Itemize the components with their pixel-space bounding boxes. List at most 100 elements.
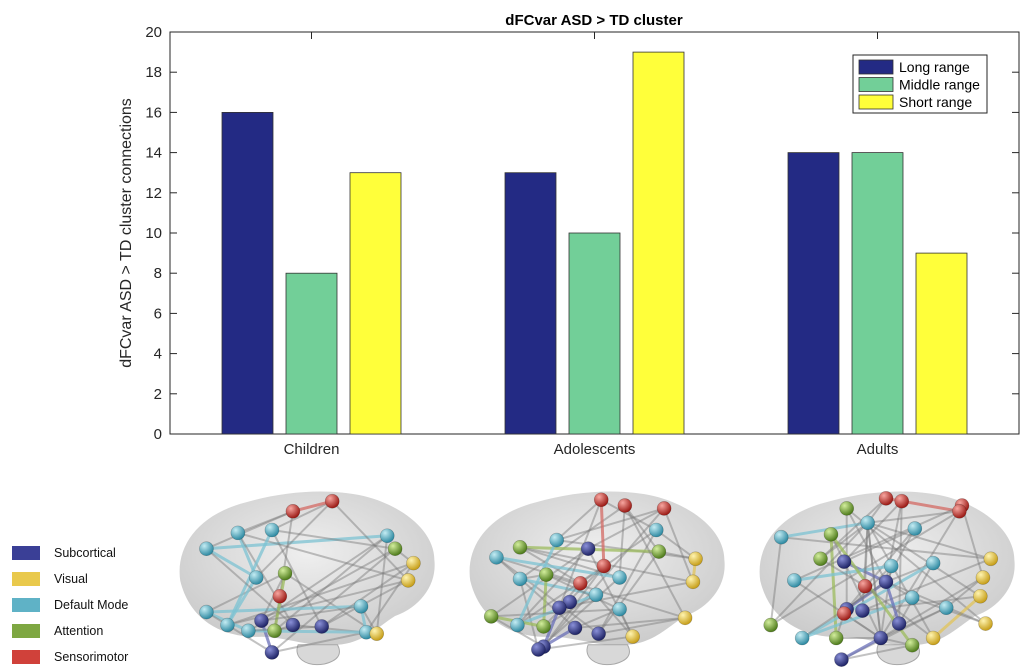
brain-node xyxy=(199,541,214,557)
brain-node xyxy=(510,617,525,633)
x-tick-label: Children xyxy=(284,441,340,458)
brain-node xyxy=(230,525,246,541)
connection-edge xyxy=(861,521,869,612)
connection-edge xyxy=(800,561,935,640)
connection-edge xyxy=(260,534,389,622)
network-legend-swatch xyxy=(12,598,40,612)
brain-node xyxy=(199,604,214,620)
bar xyxy=(851,152,904,435)
brain-node xyxy=(512,539,528,555)
connection-edge xyxy=(495,556,600,635)
brain-node xyxy=(952,503,967,519)
connection-edge xyxy=(600,498,658,531)
brain-node xyxy=(248,570,264,585)
bar xyxy=(568,232,621,435)
brain-node xyxy=(264,645,280,660)
brain-node xyxy=(794,630,810,646)
brain-node xyxy=(387,541,403,557)
brain-node xyxy=(241,623,256,639)
brain-node xyxy=(552,600,567,616)
chart-title: dFCvar ASD > TD cluster xyxy=(505,12,683,29)
connection-edge xyxy=(793,504,963,582)
brain-node xyxy=(567,620,583,636)
brain-node xyxy=(813,551,828,567)
brain-node xyxy=(648,522,664,538)
bar xyxy=(504,172,557,435)
brain-node xyxy=(828,630,844,646)
brain-node xyxy=(625,629,640,644)
connection-edge xyxy=(769,510,961,627)
brain-node xyxy=(685,574,701,590)
bar xyxy=(221,112,274,435)
brain-node xyxy=(891,616,907,631)
connection-edge xyxy=(780,536,992,560)
brain-node xyxy=(612,570,627,585)
connection-edge xyxy=(273,534,389,632)
connection-edge xyxy=(519,577,540,651)
bar xyxy=(787,152,840,435)
connection-edge xyxy=(519,504,626,580)
network-legend-label: Default Mode xyxy=(54,598,129,612)
brain-view xyxy=(180,492,435,665)
connection-edge xyxy=(205,547,294,627)
connection-edge xyxy=(864,585,935,639)
brain-node xyxy=(907,521,923,536)
brain-node xyxy=(400,573,416,588)
connection-edge xyxy=(769,521,869,627)
brain-node xyxy=(379,528,395,544)
brain-node xyxy=(314,619,330,634)
brain-node xyxy=(860,515,875,531)
brain-node xyxy=(580,541,596,557)
connection-edge xyxy=(866,521,882,639)
connection-edge xyxy=(885,580,987,625)
y-tick-label: 16 xyxy=(145,104,162,121)
connection-edge xyxy=(866,521,982,598)
network-legend-item: Sensorimotor xyxy=(12,644,128,670)
y-tick-label: 2 xyxy=(154,386,162,403)
connection-edge xyxy=(587,507,666,550)
legend-entry: Short range xyxy=(899,94,972,110)
connection-edge xyxy=(595,593,634,638)
y-tick-label: 18 xyxy=(145,64,162,81)
network-legend-label: Subcortical xyxy=(54,546,116,560)
connection-edge xyxy=(204,547,258,580)
bar xyxy=(285,272,338,435)
connection-edge xyxy=(866,521,882,639)
brain-node xyxy=(324,493,340,509)
connection-edge xyxy=(270,529,323,628)
connection-edge xyxy=(270,547,397,654)
x-tick-label: Adults xyxy=(857,441,899,458)
connection-edge xyxy=(205,510,294,550)
brain-node xyxy=(904,590,920,605)
brain-node xyxy=(786,573,802,588)
connection-edge xyxy=(204,534,389,551)
brain-node xyxy=(277,565,293,581)
connection-edge xyxy=(495,556,582,585)
y-tick-label: 0 xyxy=(154,426,162,443)
brain-node xyxy=(353,599,369,614)
connection-edge xyxy=(597,616,687,635)
brain-node xyxy=(688,551,703,567)
connection-edge xyxy=(516,565,605,627)
connection-edge xyxy=(518,577,598,597)
connection-edge xyxy=(819,521,869,560)
connection-edge xyxy=(861,557,992,612)
brain-node xyxy=(549,532,564,548)
connection-edge xyxy=(623,504,660,553)
y-tick-label: 8 xyxy=(154,265,162,282)
connection-edge xyxy=(866,521,935,639)
connection-edge xyxy=(225,576,258,627)
brain-node xyxy=(656,501,672,516)
brain-stem xyxy=(297,645,339,665)
brain-node xyxy=(254,613,269,629)
brain-node xyxy=(272,588,288,604)
connection-edge xyxy=(623,504,687,619)
connection-edge xyxy=(558,580,694,609)
connection-edge xyxy=(270,631,368,654)
connection-edge xyxy=(839,636,883,662)
brain-node xyxy=(536,619,551,634)
bars xyxy=(221,51,968,435)
connection-edge xyxy=(331,500,410,582)
connection-edge xyxy=(829,533,882,639)
